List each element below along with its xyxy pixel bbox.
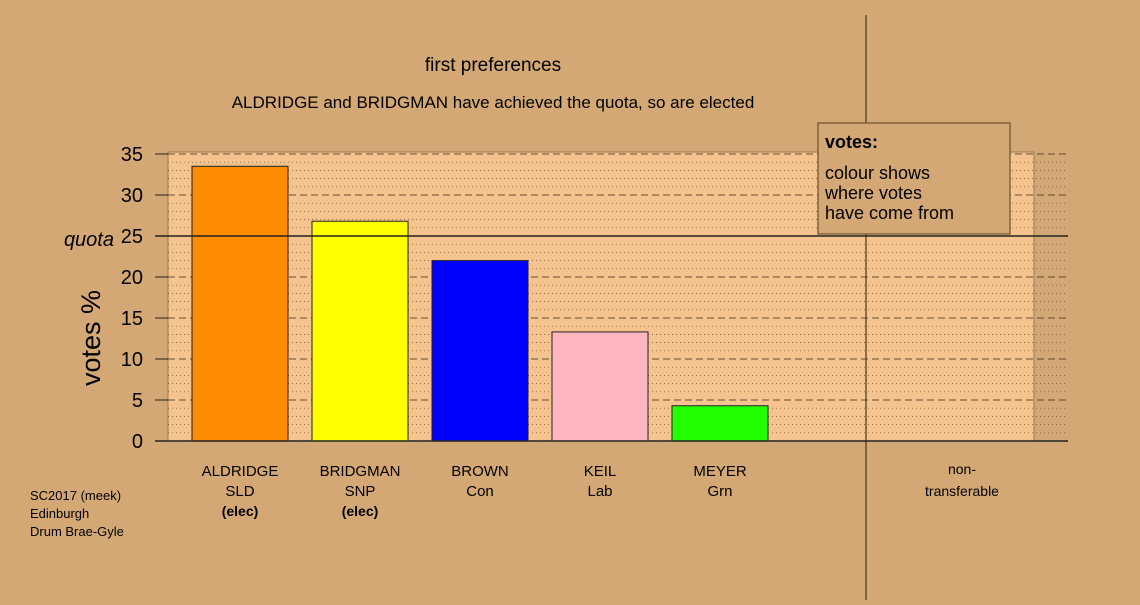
chart-title: first preferences <box>425 55 561 76</box>
footer: SC2017 (meek) Edinburgh Drum Brae-Gyle <box>30 488 124 539</box>
category-name: BRIDGMAN <box>320 463 401 480</box>
y-tick-label: 0 <box>132 431 143 453</box>
bar-meyer <box>671 405 769 442</box>
y-tick-label: 5 <box>132 390 143 412</box>
category-elected: (elec) <box>222 503 259 519</box>
footer-line-2: Edinburgh <box>30 506 89 521</box>
footer-line-1: SC2017 (meek) <box>30 488 121 503</box>
y-axis: 0 5 10 15 20 25 30 35 <box>121 144 1068 453</box>
nontransferable-label-1: non- <box>948 461 976 477</box>
category-party: Con <box>466 483 494 500</box>
legend-line-1: colour shows <box>825 163 930 183</box>
y-tick-label: 10 <box>121 349 143 371</box>
bars <box>191 165 769 442</box>
bar-bridgman <box>311 220 409 442</box>
category-name: MEYER <box>693 463 747 480</box>
legend-box <box>817 122 1011 235</box>
category-party: SNP <box>345 483 376 500</box>
category-party: Grn <box>707 483 732 500</box>
category-name: BROWN <box>451 463 509 480</box>
bar-keil <box>551 331 649 442</box>
nontransferable-label-2: transferable <box>925 483 999 499</box>
category-elected: (elec) <box>342 503 379 519</box>
category-party: SLD <box>225 483 254 500</box>
legend-title: votes: <box>825 132 878 152</box>
legend-line-3: have come from <box>825 203 954 223</box>
category-party: Lab <box>587 483 612 500</box>
chart-subtitle: ALDRIDGE and BRIDGMAN have achieved the … <box>232 93 755 112</box>
quota-label: quota <box>64 229 114 251</box>
category-labels: ALDRIDGE SLD (elec) BRIDGMAN SNP (elec) BROWN C… <box>202 461 1000 519</box>
y-tick-label: 20 <box>121 267 143 289</box>
legend: votes: colour shows where votes have com… <box>817 122 1011 235</box>
legend-line-2: where votes <box>824 183 922 203</box>
y-tick-label: 25 <box>121 226 143 248</box>
y-axis-label: votes % <box>76 290 106 386</box>
y-tick-label: 35 <box>121 144 143 166</box>
category-name: ALDRIDGE <box>202 463 279 480</box>
category-name: KEIL <box>584 463 617 480</box>
y-tick-label: 30 <box>121 185 143 207</box>
footer-line-3: Drum Brae-Gyle <box>30 524 124 539</box>
y-tick-label: 15 <box>121 308 143 330</box>
bar-brown <box>431 260 529 442</box>
bar-aldridge <box>191 165 289 442</box>
